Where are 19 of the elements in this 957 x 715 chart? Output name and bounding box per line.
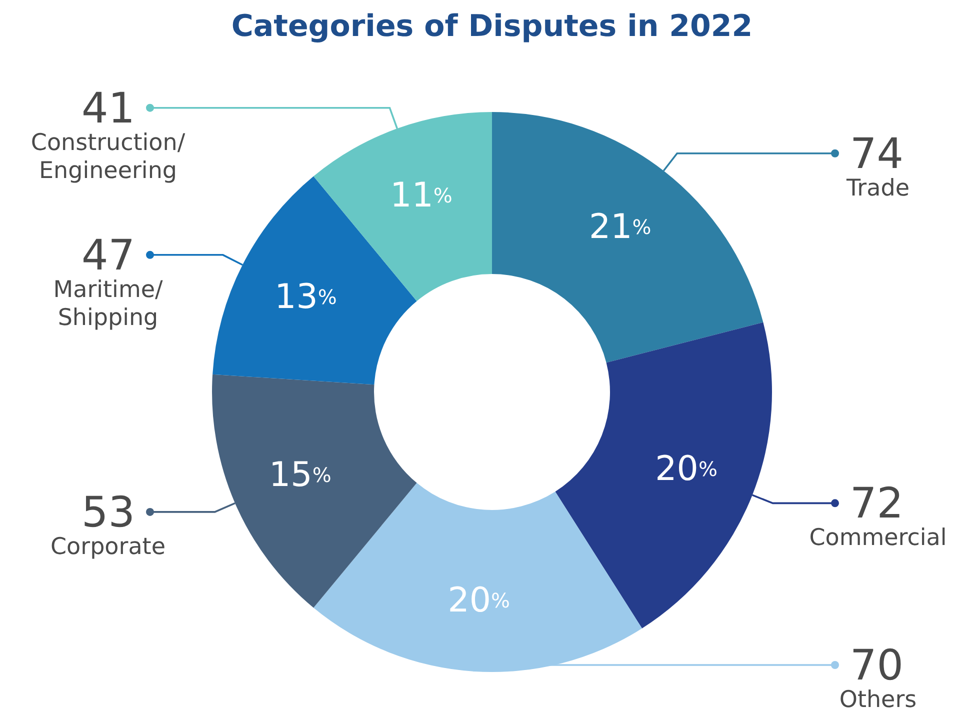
data-label: 13%	[274, 277, 337, 318]
legend-label: Corporate	[50, 534, 166, 560]
data-label: 21%	[588, 206, 652, 247]
legend-label: Trade	[846, 175, 910, 202]
legend-label: Commercial	[809, 525, 947, 552]
text: 74	[850, 128, 904, 178]
text: 72	[850, 478, 904, 528]
legend-label: Others	[839, 687, 917, 713]
chart-title: Categories of Disputes in 2022	[231, 9, 753, 44]
text: 41	[82, 83, 135, 132]
data-label: 15%	[269, 455, 332, 496]
text: 47	[82, 230, 135, 280]
text: 70	[850, 640, 904, 690]
legend-label: Construction/Engineering	[30, 130, 186, 184]
legend-label: Maritime/Shipping	[53, 276, 163, 331]
text: 53	[82, 487, 135, 536]
data-label: 11%	[390, 175, 452, 216]
data-label: 20%	[448, 580, 510, 621]
data-label: 20%	[655, 448, 718, 489]
